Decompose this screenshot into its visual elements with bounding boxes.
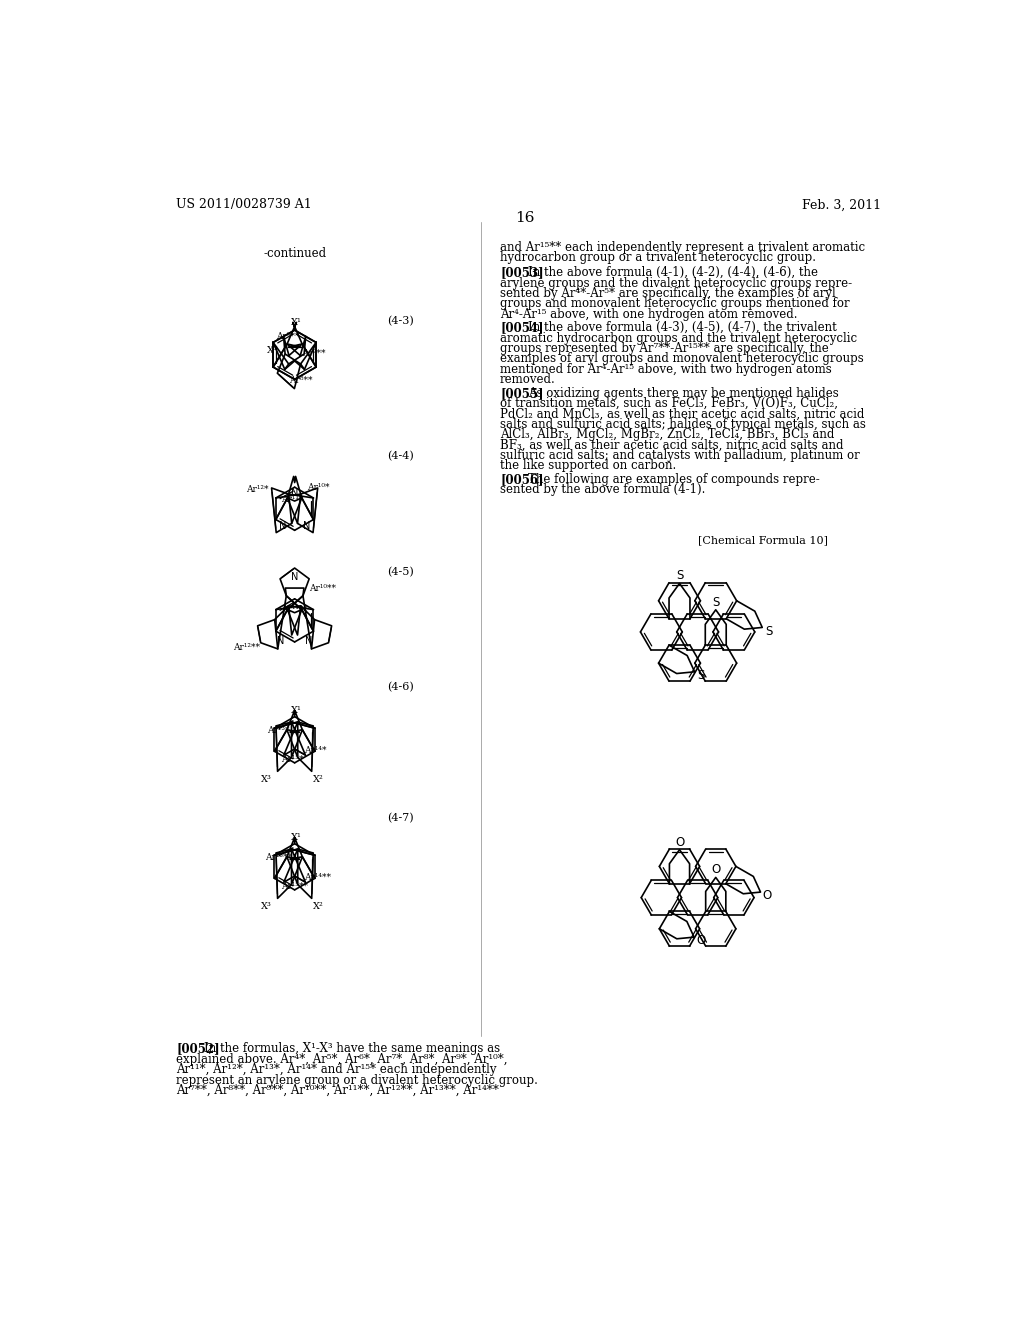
Text: Ar⁸**: Ar⁸** (289, 376, 312, 384)
Text: Ar¹⁴*: Ar¹⁴* (304, 746, 327, 755)
Text: explained above. Ar⁴*, Ar⁵*, Ar⁶*, Ar⁷*, Ar⁸*, Ar⁹*, Ar¹⁰*,: explained above. Ar⁴*, Ar⁵*, Ar⁶*, Ar⁷*,… (176, 1053, 508, 1065)
Text: [0056]: [0056] (500, 473, 544, 486)
Text: groups represented by Ar⁷**-Ar¹⁵** are specifically, the: groups represented by Ar⁷**-Ar¹⁵** are s… (500, 342, 828, 355)
Text: Ar¹⁴**: Ar¹⁴** (304, 873, 331, 882)
Text: The following are examples of compounds repre-: The following are examples of compounds … (528, 473, 819, 486)
Text: Ar⁷**: Ar⁷** (302, 350, 326, 358)
Text: X¹: X¹ (291, 318, 302, 327)
Text: S: S (712, 595, 720, 609)
Text: [Chemical Formula 10]: [Chemical Formula 10] (698, 536, 828, 545)
Text: Ar¹³**: Ar¹³** (265, 853, 292, 862)
Text: S: S (765, 624, 773, 638)
Text: Ar⁴-Ar¹⁵ above, with one hydrogen atom removed.: Ar⁴-Ar¹⁵ above, with one hydrogen atom r… (500, 308, 798, 321)
Text: O: O (696, 935, 706, 948)
Text: (4-4): (4-4) (388, 451, 415, 461)
Text: Ar¹²**: Ar¹²** (232, 643, 260, 652)
Text: N: N (279, 520, 286, 531)
Text: Ar⁹**: Ar⁹** (275, 333, 299, 342)
Text: -continued: -continued (263, 247, 327, 260)
Text: (4-6): (4-6) (388, 682, 415, 692)
Text: As oxidizing agents there may be mentioned halides: As oxidizing agents there may be mention… (528, 387, 839, 400)
Text: examples of aryl groups and monovalent heterocyclic groups: examples of aryl groups and monovalent h… (500, 352, 864, 366)
Text: N: N (303, 520, 310, 531)
Text: [0054]: [0054] (500, 321, 544, 334)
Text: N: N (291, 573, 298, 582)
Text: [0052]: [0052] (176, 1043, 220, 1056)
Text: Ar¹³*: Ar¹³* (267, 726, 290, 735)
Text: salts and sulfuric acid salts; halides of typical metals, such as: salts and sulfuric acid salts; halides o… (500, 418, 866, 430)
Text: In the above formula (4-1), (4-2), (4-4), (4-6), the: In the above formula (4-1), (4-2), (4-4)… (528, 267, 818, 280)
Text: and Ar¹⁵** each independently represent a trivalent aromatic: and Ar¹⁵** each independently represent … (500, 240, 865, 253)
Text: Ar¹⁰**: Ar¹⁰** (309, 585, 336, 593)
Text: represent an arylene group or a divalent heterocyclic group.: represent an arylene group or a divalent… (176, 1073, 538, 1086)
Text: X³: X³ (260, 903, 271, 911)
Text: X¹: X¹ (291, 833, 302, 842)
Text: mentioned for Ar⁴-Ar¹⁵ above, with two hydrogen atoms: mentioned for Ar⁴-Ar¹⁵ above, with two h… (500, 363, 831, 376)
Text: (4-7): (4-7) (388, 813, 415, 824)
Text: Ar¹¹*, Ar¹²*, Ar¹³*, Ar¹⁴* and Ar¹⁵* each independently: Ar¹¹*, Ar¹²*, Ar¹³*, Ar¹⁴* and Ar¹⁵* eac… (176, 1063, 497, 1076)
Text: In the above formula (4-3), (4-5), (4-7), the trivalent: In the above formula (4-3), (4-5), (4-7)… (528, 321, 837, 334)
Text: Ar¹¹*: Ar¹¹* (281, 495, 303, 504)
Text: X³: X³ (260, 775, 271, 784)
Text: (4-5): (4-5) (388, 566, 415, 577)
Text: BF₃, as well as their acetic acid salts, nitric acid salts and: BF₃, as well as their acetic acid salts,… (500, 438, 844, 451)
Text: [0055]: [0055] (500, 387, 544, 400)
Text: AlCl₃, AlBr₃, MgCl₂, MgBr₂, ZnCl₂, TeCl₄, BBr₃, BCl₃ and: AlCl₃, AlBr₃, MgCl₂, MgBr₂, ZnCl₂, TeCl₄… (500, 428, 835, 441)
Text: S: S (697, 669, 705, 682)
Text: In the formulas, X¹-X³ have the same meanings as: In the formulas, X¹-X³ have the same mea… (204, 1043, 500, 1056)
Text: X²: X² (313, 775, 324, 784)
Text: arylene groups and the divalent heterocyclic groups repre-: arylene groups and the divalent heterocy… (500, 277, 852, 289)
Text: Ar¹⁵**: Ar¹⁵** (281, 882, 307, 891)
Text: PdCl₂ and MnCl₃, as well as their acetic acid salts, nitric acid: PdCl₂ and MnCl₃, as well as their acetic… (500, 408, 864, 421)
Text: 16: 16 (515, 211, 535, 224)
Text: [0053]: [0053] (500, 267, 544, 280)
Text: sented by Ar⁴*-Ar⁵* are specifically, the examples of aryl: sented by Ar⁴*-Ar⁵* are specifically, th… (500, 286, 836, 300)
Text: sented by the above formula (4-1).: sented by the above formula (4-1). (500, 483, 706, 496)
Text: sulfuric acid salts; and catalysts with palladium, platinum or: sulfuric acid salts; and catalysts with … (500, 449, 860, 462)
Text: the like supported on carbon.: the like supported on carbon. (500, 459, 676, 473)
Text: X³: X³ (266, 346, 278, 355)
Text: Ar¹¹**: Ar¹¹** (281, 605, 307, 614)
Text: Ar¹⁵*: Ar¹⁵* (281, 755, 303, 764)
Text: Ar¹²*: Ar¹²* (246, 484, 268, 494)
Text: X¹: X¹ (291, 706, 302, 715)
Text: US 2011/0028739 A1: US 2011/0028739 A1 (176, 198, 311, 211)
Text: N: N (305, 636, 312, 647)
Text: groups and monovalent heterocyclic groups mentioned for: groups and monovalent heterocyclic group… (500, 297, 850, 310)
Text: hydrocarbon group or a trivalent heterocyclic group.: hydrocarbon group or a trivalent heteroc… (500, 251, 816, 264)
Text: X²: X² (313, 903, 324, 911)
Text: Feb. 3, 2011: Feb. 3, 2011 (802, 198, 882, 211)
Text: O: O (675, 836, 684, 849)
Text: N: N (278, 636, 285, 647)
Text: Ar¹⁰*: Ar¹⁰* (307, 483, 330, 491)
Text: N: N (291, 488, 298, 499)
Text: S: S (676, 569, 683, 582)
Text: removed.: removed. (500, 374, 556, 387)
Text: of transition metals, such as FeCl₃, FeBr₃, V(O)F₃, CuCl₂,: of transition metals, such as FeCl₃, FeB… (500, 397, 838, 411)
Text: aromatic hydrocarbon groups and the trivalent heterocyclic: aromatic hydrocarbon groups and the triv… (500, 331, 857, 345)
Text: Ar⁷**, Ar⁸**, Ar⁹**, Ar¹⁰**, Ar¹¹**, Ar¹²**, Ar¹³**, Ar¹⁴**: Ar⁷**, Ar⁸**, Ar⁹**, Ar¹⁰**, Ar¹¹**, Ar¹… (176, 1084, 499, 1097)
Text: O: O (711, 863, 720, 876)
Text: (4-3): (4-3) (388, 317, 415, 326)
Text: O: O (763, 890, 772, 903)
